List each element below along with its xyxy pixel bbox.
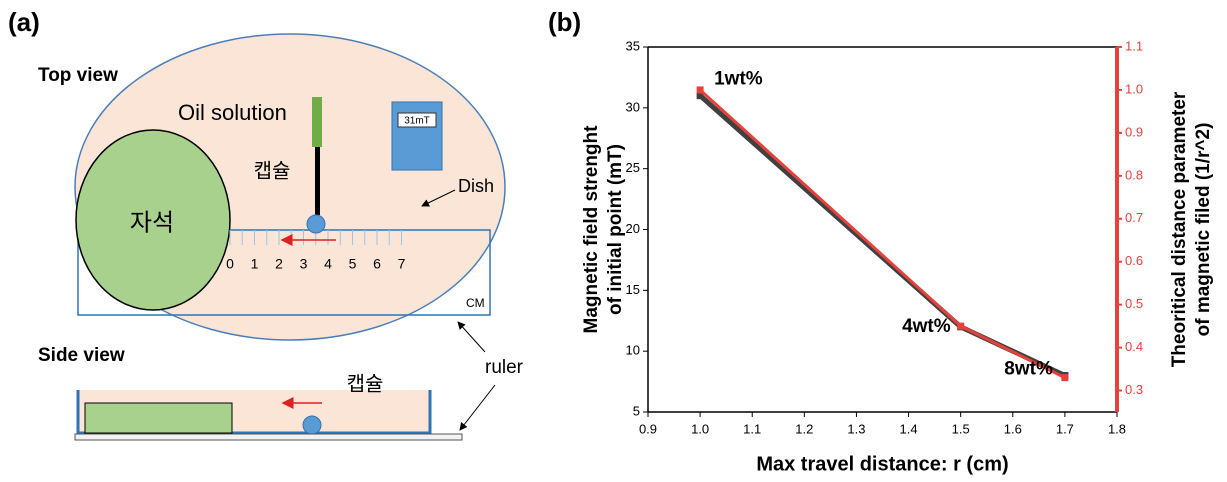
ruler-label: 1 bbox=[251, 256, 259, 272]
y-axis-label: of initial point (mT) bbox=[605, 144, 626, 315]
y-tick-label: 30 bbox=[626, 99, 640, 114]
meter bbox=[392, 102, 442, 170]
x-tick-label: 1.4 bbox=[900, 421, 918, 436]
side-ruler bbox=[75, 434, 462, 440]
label: ruler bbox=[485, 357, 524, 378]
arrow bbox=[458, 322, 485, 352]
side-magnet bbox=[85, 403, 232, 433]
side-capsule bbox=[303, 416, 321, 434]
series-line bbox=[700, 90, 1065, 378]
ruler-label: 3 bbox=[300, 256, 308, 272]
y2-tick-label: 0.4 bbox=[1125, 339, 1143, 354]
point bbox=[697, 86, 704, 93]
label: 캡슐 bbox=[347, 372, 384, 395]
y-tick-label: 5 bbox=[633, 403, 640, 418]
y2-tick-label: 0.9 bbox=[1125, 124, 1143, 139]
ruler-label: 2 bbox=[275, 256, 283, 272]
point-label: 8wt% bbox=[1004, 359, 1053, 380]
label: CM bbox=[466, 296, 485, 310]
x-tick-label: 1.5 bbox=[952, 421, 970, 436]
point bbox=[1061, 374, 1068, 381]
label: 캡슐 bbox=[254, 159, 291, 182]
arrow bbox=[460, 385, 495, 430]
ruler-label: 5 bbox=[349, 256, 357, 272]
y2-tick-label: 0.6 bbox=[1125, 253, 1143, 268]
x-tick-label: 1.8 bbox=[1108, 421, 1126, 436]
y2-tick-label: 1.0 bbox=[1125, 81, 1143, 96]
y-axis-label: Magnetic field strenght bbox=[581, 125, 602, 334]
x-tick-label: 1.7 bbox=[1056, 421, 1074, 436]
point-label: 1wt% bbox=[714, 69, 763, 90]
y-tick-label: 15 bbox=[626, 282, 640, 297]
x-axis-label: Max travel distance: r (cm) bbox=[756, 453, 1008, 475]
y2-tick-label: 0.8 bbox=[1125, 167, 1143, 182]
chart: 0.9 1.0 1.1 1.2 1.3 1.4 1.5 1.6 1.7 1.8 5 10 15 20 25 3… bbox=[581, 38, 1214, 475]
x-tick-label: 0.9 bbox=[639, 421, 657, 436]
label: 자석 bbox=[130, 209, 174, 236]
y2-tick-label: 0.5 bbox=[1125, 296, 1143, 311]
label: Dish bbox=[458, 176, 494, 196]
point-label: 4wt% bbox=[902, 316, 951, 337]
ruler-label: 7 bbox=[398, 256, 406, 272]
capsule bbox=[307, 215, 325, 233]
x-tick-label: 1.3 bbox=[847, 421, 865, 436]
x-tick-label: 1.6 bbox=[1004, 421, 1022, 436]
panel-label: (a) bbox=[8, 7, 40, 37]
x-tick-label: 1.0 bbox=[691, 421, 709, 436]
y-tick-label: 35 bbox=[626, 38, 640, 53]
y-tick-label: 10 bbox=[626, 343, 640, 358]
y2-axis-label: Theoritical distance parameter bbox=[1169, 91, 1190, 367]
meter-reading: 31mT bbox=[404, 116, 430, 127]
y2-tick-label: 1.1 bbox=[1125, 38, 1143, 53]
x-tick-label: 1.2 bbox=[795, 421, 813, 436]
ruler-label: 4 bbox=[324, 256, 332, 272]
ruler-label: 6 bbox=[373, 256, 381, 272]
panel-label: (b) bbox=[548, 7, 581, 37]
label: Top view bbox=[38, 65, 118, 86]
y2-tick-label: 0.3 bbox=[1125, 382, 1143, 397]
figure: (a) (b) 01234567 31mT Top view Oil solut… bbox=[0, 0, 1227, 482]
y2-tick-label: 0.7 bbox=[1125, 210, 1143, 225]
y2-axis-label: of magnetic filed (1/r^2) bbox=[1193, 123, 1214, 337]
y-tick-label: 20 bbox=[626, 221, 640, 236]
x-tick-label: 1.1 bbox=[743, 421, 761, 436]
probe-tip bbox=[312, 97, 322, 147]
ruler-label: 0 bbox=[226, 256, 234, 272]
label: Oil solution bbox=[178, 100, 287, 125]
point bbox=[957, 323, 964, 330]
probe-rod bbox=[315, 147, 320, 215]
label: Side view bbox=[38, 345, 125, 366]
y-tick-label: 25 bbox=[626, 160, 640, 175]
